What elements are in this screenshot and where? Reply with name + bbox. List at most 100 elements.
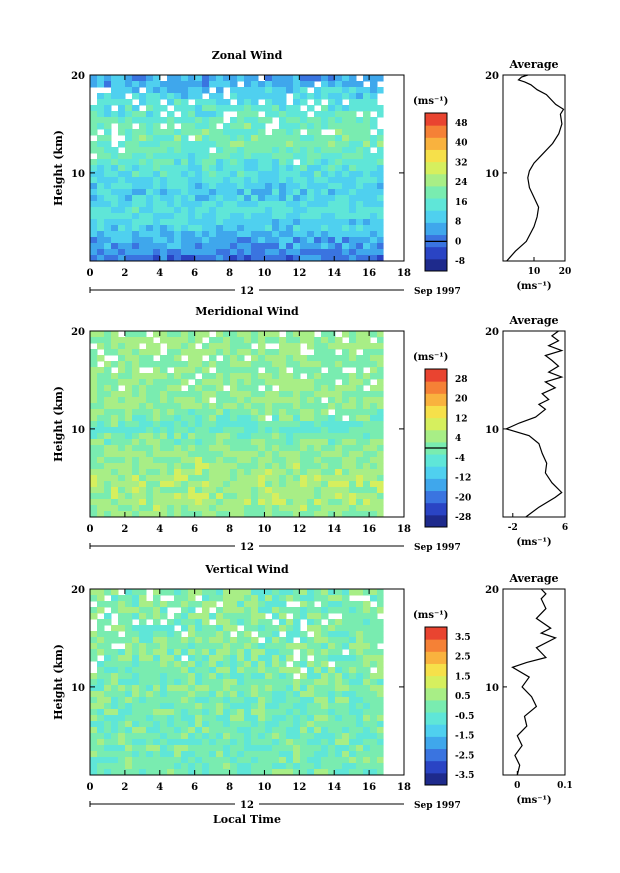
zonal-heatmap-cell-1050 xyxy=(300,231,308,238)
meridional-heatmap-cell-518 xyxy=(286,409,294,416)
zonal-heatmap-cell-179 xyxy=(90,105,98,112)
meridional-heatmap-cell-1154 xyxy=(349,499,357,506)
meridional-heatmap-cell-1168 xyxy=(153,505,161,512)
meridional-heatmap-cell-741 xyxy=(104,445,112,452)
zonal-heatmap-cell-477 xyxy=(104,153,112,160)
zonal-heatmap-cell-1115 xyxy=(167,243,175,250)
vertical-heatmap-cell-484 xyxy=(104,667,112,674)
zonal-heatmap-cell-82 xyxy=(153,87,161,94)
meridional-heatmap-cell-955 xyxy=(132,475,140,482)
zonal-heatmap-cell-989 xyxy=(167,225,175,232)
zonal-heatmap-cell-677 xyxy=(335,177,343,184)
meridional-xtick-label-6: 12 xyxy=(292,524,306,535)
zonal-heatmap-cell-583 xyxy=(265,165,273,172)
vertical-heatmap-cell-1107 xyxy=(370,751,378,758)
vertical-heatmap-cell-16 xyxy=(216,589,224,596)
zonal-heatmap-cell-410 xyxy=(195,141,203,148)
meridional-xtick-label-5: 10 xyxy=(257,524,271,535)
vertical-heatmap-cell-1035 xyxy=(160,745,168,752)
vertical-heatmap-cell-747 xyxy=(202,703,210,710)
zonal-heatmap-cell-598 xyxy=(370,165,378,172)
zonal-heatmap-cell-441 xyxy=(125,147,133,154)
zonal-heatmap-cell-979 xyxy=(97,225,105,232)
zonal-heatmap-cell-1118 xyxy=(188,243,196,250)
vertical-heatmap-cell-202 xyxy=(286,619,294,626)
vertical-heatmap-cell-773 xyxy=(90,709,98,716)
vertical-heatmap-cell-376 xyxy=(160,649,168,656)
zonal-heatmap-cell-467 xyxy=(314,147,322,154)
vertical-heatmap-cell-1177 xyxy=(272,763,280,770)
meridional-heatmap-cell-361 xyxy=(342,385,350,392)
vertical-heatmap-cell-981 xyxy=(370,733,378,740)
vertical-heatmap-cell-689 xyxy=(90,697,98,704)
zonal-heatmap-cell-279 xyxy=(307,117,315,124)
meridional-heatmap-cell-158 xyxy=(230,355,238,362)
zonal-heatmap-cell-1215 xyxy=(279,255,287,262)
zonal-heatmap-cell-368 xyxy=(181,135,189,142)
meridional-heatmap-cell-209 xyxy=(307,361,315,368)
zonal-heatmap-cell-114 xyxy=(111,93,119,100)
zonal-heatmap-cell-551 xyxy=(335,159,343,166)
meridional-heatmap-cell-679 xyxy=(258,433,266,440)
vertical-heatmap-cell-1180 xyxy=(293,763,301,770)
vertical-heatmap-cell-511 xyxy=(293,667,301,674)
zonal-heatmap-cell-73 xyxy=(342,81,350,88)
vertical-heatmap-cell-262 xyxy=(174,631,182,638)
meridional-heatmap-cell-1138 xyxy=(237,499,245,506)
meridional-heatmap-cell-924 xyxy=(209,469,217,476)
meridional-colorbar-unit: (ms⁻¹) xyxy=(413,352,448,363)
zonal-heatmap-cell-957 xyxy=(237,219,245,226)
vertical-heatmap-cell-928 xyxy=(293,727,301,734)
zonal-heatmap-cell-670 xyxy=(286,177,294,184)
meridional-heatmap-cell-77 xyxy=(118,343,126,350)
meridional-heatmap-cell-859 xyxy=(342,457,350,464)
vertical-heatmap-cell-415 xyxy=(160,655,168,662)
meridional-heatmap-cell-1133 xyxy=(202,499,210,506)
meridional-heatmap-cell-559 xyxy=(293,415,301,422)
vertical-heatmap-cell-64 xyxy=(293,595,301,602)
vertical-heatmap-cell-427 xyxy=(251,655,259,662)
zonal-heatmap-cell-1029 xyxy=(153,231,161,238)
vertical-heatmap-cell-627 xyxy=(244,685,252,692)
vertical-heatmap-cell-176 xyxy=(342,613,350,620)
vertical-heatmap-cell-677 xyxy=(300,691,308,698)
vertical-heatmap-cell-104 xyxy=(335,601,343,608)
vertical-heatmap-cell-277 xyxy=(314,631,322,638)
zonal-heatmap-cell-751 xyxy=(265,189,273,196)
vertical-heatmap-cell-715 xyxy=(272,697,280,704)
vertical-heatmap-cell-0 xyxy=(90,589,98,596)
meridional-heatmap-cell-534 xyxy=(111,415,119,422)
zonal-heatmap-cell-199 xyxy=(251,105,259,112)
meridional-heatmap-cell-1006 xyxy=(195,481,203,488)
vertical-heatmap-cell-1031 xyxy=(132,745,140,752)
meridional-heatmap-cell-346 xyxy=(216,385,224,392)
vertical-heatmap-cell-1170 xyxy=(223,763,231,770)
zonal-heatmap-cell-378 xyxy=(258,135,266,142)
meridional-heatmap-cell-228 xyxy=(174,367,182,374)
meridional-heatmap-cell-1180 xyxy=(237,505,245,512)
meridional-heatmap-cell-1149 xyxy=(314,499,322,506)
meridional-heatmap-cell-760 xyxy=(237,445,245,452)
meridional-colorbar-tick-6: 20 xyxy=(455,395,468,405)
zonal-heatmap-cell-922 xyxy=(286,213,294,220)
vertical-heatmap-cell-550 xyxy=(286,673,294,680)
vertical-heatmap-cell-469 xyxy=(272,661,280,668)
meridional-heatmap-cell-1088 xyxy=(181,493,189,500)
vertical-heatmap-cell-281 xyxy=(342,631,350,638)
zonal-heatmap-cell-900 xyxy=(132,213,140,220)
meridional-heatmap-cell-805 xyxy=(258,451,266,458)
zonal-heatmap-cell-1127 xyxy=(251,243,259,250)
vertical-heatmap-cell-25 xyxy=(279,589,287,596)
meridional-heatmap-cell-21 xyxy=(258,331,266,338)
vertical-heatmap-cell-437 xyxy=(335,655,343,662)
zonal-heatmap-cell-836 xyxy=(272,201,280,208)
meridional-heatmap-cell-639 xyxy=(272,427,280,434)
vertical-heatmap-cell-26 xyxy=(286,589,294,596)
zonal-heatmap-cell-159 xyxy=(195,99,203,106)
meridional-heatmap-cell-671 xyxy=(202,433,210,440)
zonal-heatmap-cell-405 xyxy=(160,141,168,148)
zonal-heatmap-cell-891 xyxy=(363,207,371,214)
meridional-heatmap-cell-381 xyxy=(195,391,203,398)
meridional-heatmap-cell-121 xyxy=(195,349,203,356)
vertical-heatmap-cell-239 xyxy=(293,625,301,632)
